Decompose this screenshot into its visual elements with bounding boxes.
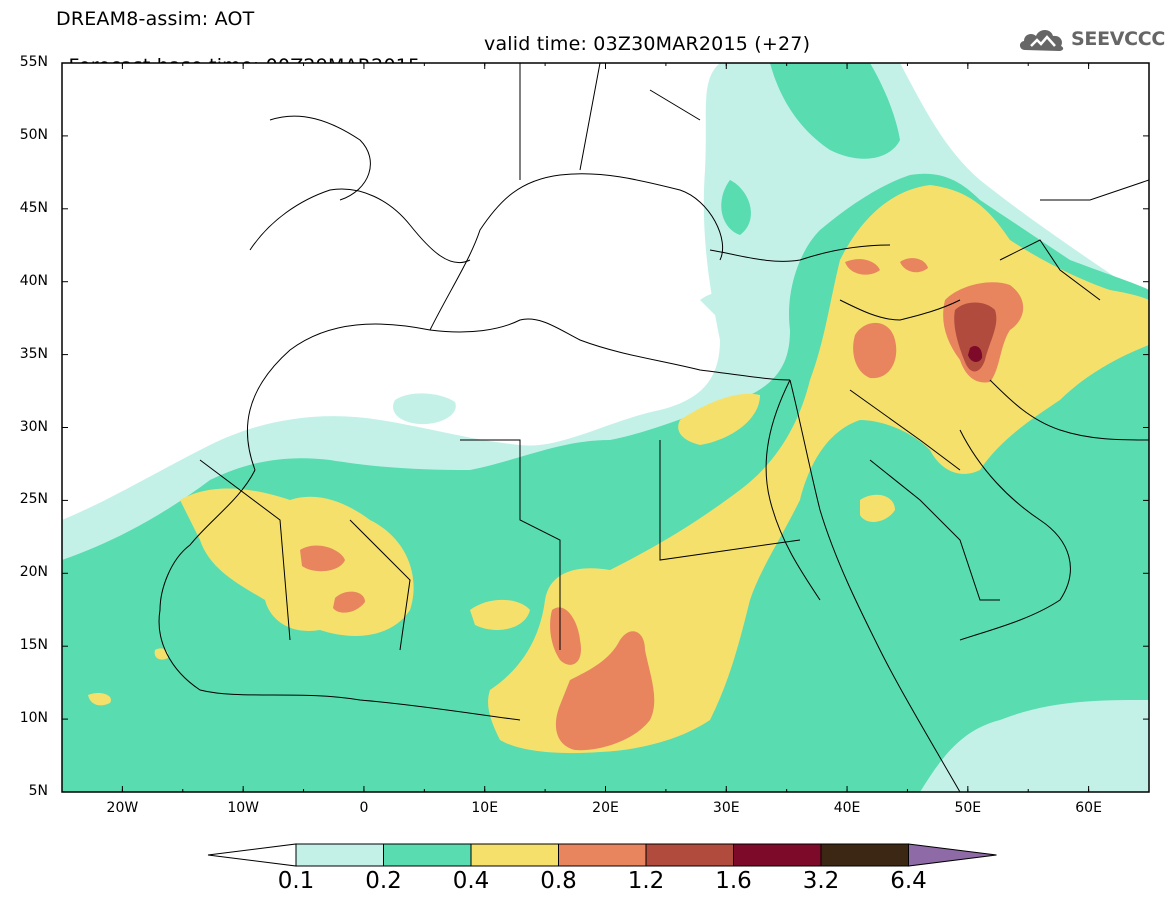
colorbar-label: 0.4 bbox=[452, 868, 490, 894]
lat-label: 40N bbox=[19, 272, 48, 289]
lon-label: 0 bbox=[359, 800, 369, 816]
lat-label: 50N bbox=[19, 126, 48, 143]
colorbar-label: 0.8 bbox=[540, 868, 577, 894]
colorbar-label: 3.2 bbox=[802, 868, 840, 894]
valid-time: valid time: 03Z30MAR2015 (+27) bbox=[484, 33, 811, 55]
lat-label: 25N bbox=[19, 491, 48, 508]
lat-label: 15N bbox=[19, 637, 48, 654]
lat-label: 5N bbox=[28, 783, 48, 799]
lon-label: 10E bbox=[471, 800, 499, 816]
colorbar bbox=[207, 843, 997, 867]
colorbar-label: 1.6 bbox=[715, 868, 752, 894]
colorbar-label: 0.2 bbox=[365, 868, 402, 894]
lat-label: 20N bbox=[19, 564, 48, 581]
lon-label: 20W bbox=[106, 800, 139, 816]
colorbar-label: 1.2 bbox=[627, 868, 665, 894]
lon-label: 50E bbox=[954, 800, 982, 816]
colorbar-segment bbox=[733, 843, 822, 867]
lon-label: 30E bbox=[712, 800, 740, 816]
colorbar-segment bbox=[295, 843, 384, 867]
colorbar-arrow-low bbox=[207, 843, 297, 867]
colorbar-label: 0.1 bbox=[277, 868, 315, 894]
aot-contour-1-2 bbox=[954, 302, 997, 372]
lon-label: 10W bbox=[227, 800, 259, 816]
lat-label: 30N bbox=[19, 418, 48, 435]
lat-label: 35N bbox=[19, 345, 48, 362]
coastlines bbox=[158, 63, 1149, 792]
cloud-icon bbox=[1019, 30, 1064, 51]
colorbar-arrow-high bbox=[908, 843, 997, 867]
colorbar-segment bbox=[645, 843, 734, 867]
aot-contour-1-6 bbox=[968, 346, 983, 362]
colorbar-segment bbox=[558, 843, 647, 867]
colorbar-segment bbox=[383, 843, 472, 867]
lon-label: 60E bbox=[1075, 800, 1102, 816]
colorbar-label: 6.4 bbox=[890, 868, 927, 894]
lon-label: 40E bbox=[833, 800, 861, 816]
lat-label: 45N bbox=[19, 199, 48, 216]
seevccc-logo: SEEVCCC bbox=[1017, 24, 1165, 56]
lat-label: 10N bbox=[19, 710, 48, 727]
colorbar-segment bbox=[820, 843, 909, 867]
lon-label: 20E bbox=[592, 800, 619, 816]
lat-label: 55N bbox=[19, 54, 48, 70]
map-title: DREAM8-assim: AOT bbox=[56, 8, 255, 30]
colorbar-segment bbox=[470, 843, 559, 867]
axis-ticks bbox=[61, 62, 1150, 793]
